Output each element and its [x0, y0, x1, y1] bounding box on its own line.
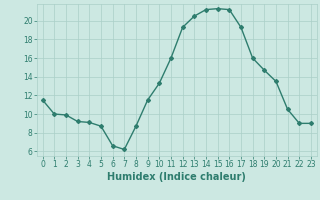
X-axis label: Humidex (Indice chaleur): Humidex (Indice chaleur) [108, 172, 246, 182]
